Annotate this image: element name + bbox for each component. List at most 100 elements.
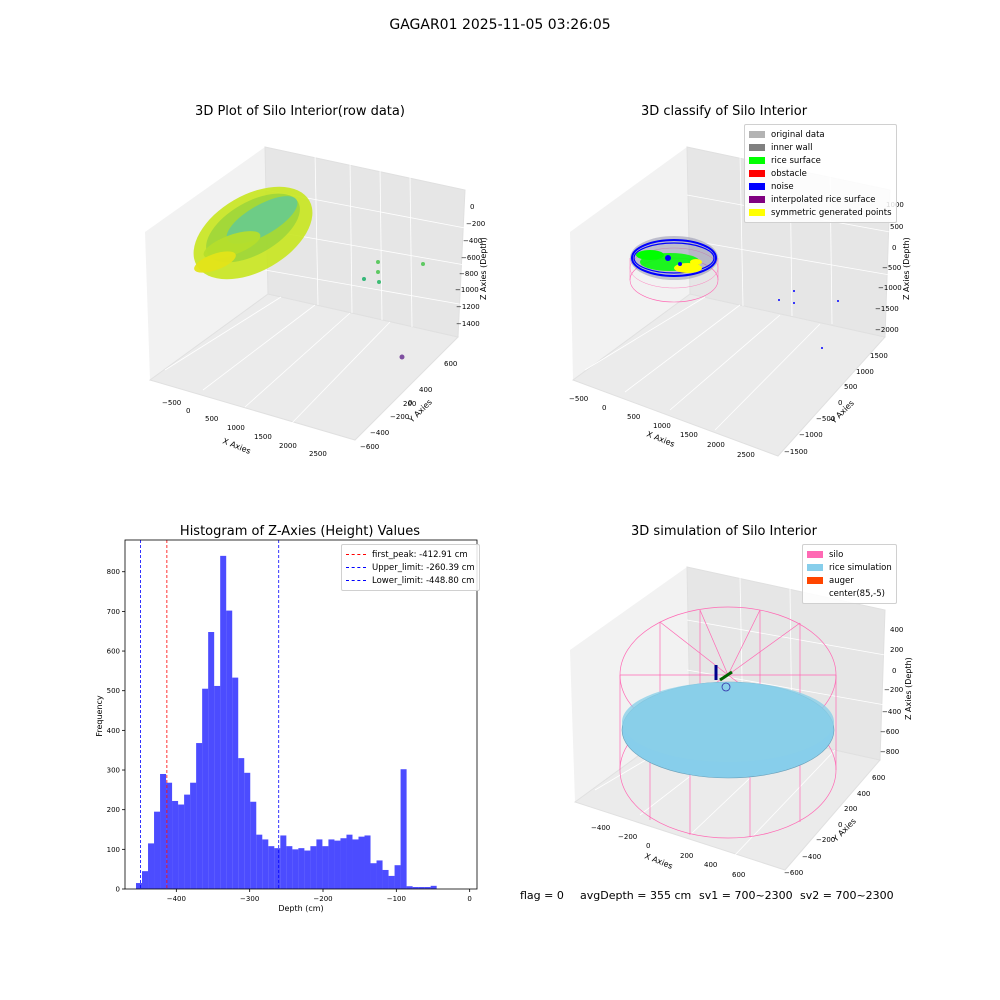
simulation-x-axis-label: X Axies [643, 852, 674, 871]
legend-swatch [807, 551, 823, 558]
histogram-y-axis-label: Frequency [95, 695, 104, 737]
histogram-bar [364, 835, 371, 889]
svg-text:−2000: −2000 [875, 326, 899, 334]
svg-text:400: 400 [890, 626, 903, 634]
svg-text:−1200: −1200 [456, 303, 480, 311]
legend-item-first-peak: first_peak: -412.91 cm [346, 548, 475, 561]
raw-x-axis-label: X Axies [221, 437, 252, 456]
histogram-bar [418, 887, 425, 889]
histogram-bar [256, 834, 263, 889]
histogram-title: Histogram of Z-Axies (Height) Values [179, 524, 421, 539]
svg-text:600: 600 [732, 871, 745, 879]
sv2-readout: sv2 = 700~2300 [800, 889, 894, 902]
svg-text:400: 400 [704, 861, 717, 869]
histogram-bar [202, 688, 209, 889]
svg-text:−200: −200 [618, 833, 637, 841]
legend-item-symmetric: symmetric generated points [749, 206, 892, 219]
svg-text:−600: −600 [784, 869, 803, 877]
classify-x-tick-labels: −500 0 500 1000 1500 2000 2500 [569, 395, 755, 459]
legend-item-lower-limit: Lower_limit: -448.80 cm [346, 574, 475, 587]
svg-text:400: 400 [857, 790, 870, 798]
svg-text:500: 500 [844, 383, 857, 391]
raw-grid [164, 151, 466, 426]
svg-text:0: 0 [186, 407, 190, 415]
svg-text:0: 0 [408, 399, 412, 407]
histogram-bar [244, 772, 251, 889]
histogram-bar [382, 869, 389, 889]
histogram-bar [136, 883, 143, 889]
legend-item-rice-surface: rice surface [749, 154, 892, 167]
svg-text:200: 200 [403, 400, 416, 408]
svg-text:0: 0 [470, 203, 474, 211]
raw-point-cloud [193, 186, 425, 360]
simulation-x-tick-labels: −400 −200 0 200 400 600 [591, 824, 745, 879]
auger-marker [714, 665, 733, 692]
classify-legend: original data inner wall rice surface ob… [744, 124, 897, 223]
histogram-bar [160, 773, 167, 889]
histogram-bar [220, 555, 227, 889]
legend-item-rice-simulation: rice simulation [807, 561, 892, 574]
y-tick-label: 200 [107, 806, 120, 814]
histogram-bar [280, 835, 287, 889]
legend-item-silo: silo [807, 548, 892, 561]
legend-line-swatch [346, 567, 366, 568]
histogram-bar [274, 848, 281, 889]
svg-text:−1000: −1000 [799, 431, 823, 439]
histogram-bar [346, 834, 353, 889]
histogram-bar [142, 871, 149, 889]
histogram-bar [172, 800, 179, 889]
svg-text:200: 200 [844, 805, 857, 813]
svg-text:1000: 1000 [856, 368, 874, 376]
histogram-bar [154, 811, 161, 889]
x-tick-label: −400 [167, 895, 186, 903]
legend-swatch [807, 590, 823, 597]
classify-plot-title: 3D classify of Silo Interior [640, 104, 808, 119]
histogram-bar [406, 886, 413, 889]
svg-text:−400: −400 [802, 853, 821, 861]
svg-text:−500: −500 [162, 399, 181, 407]
svg-text:0: 0 [892, 244, 896, 252]
legend-item-original-data: original data [749, 128, 892, 141]
svg-text:400: 400 [419, 386, 432, 394]
legend-item-noise: noise [749, 180, 892, 193]
svg-text:−1000: −1000 [455, 286, 479, 294]
histogram-bar [430, 885, 437, 889]
histogram-bar [370, 863, 377, 889]
svg-text:−200: −200 [466, 220, 485, 228]
svg-text:−400: −400 [591, 824, 610, 832]
svg-text:200: 200 [890, 646, 903, 654]
svg-text:1000: 1000 [653, 422, 671, 430]
raw-z-tick-labels: 0 −200 −400 −600 −800 −1000 −1200 −1400 [455, 203, 485, 328]
y-tick-label: 0 [116, 886, 120, 894]
histogram-legend: first_peak: -412.91 cm Upper_limit: -260… [341, 544, 480, 591]
histogram-bar [208, 632, 215, 889]
y-tick-label: 500 [107, 687, 120, 695]
svg-text:2500: 2500 [737, 451, 755, 459]
raw-plot-title: 3D Plot of Silo Interior(row data) [195, 104, 405, 119]
legend-swatch [749, 183, 765, 190]
flag-readout: flag = 0 [520, 889, 564, 902]
legend-item-center: center(85,-5) [807, 587, 892, 600]
raw-z-axis-label: Z Axies (Depth) [479, 237, 488, 300]
figure-title: GAGAR01 2025-11-05 03:26:05 [389, 17, 611, 33]
svg-text:−600: −600 [360, 443, 379, 451]
svg-text:−600: −600 [461, 254, 480, 262]
histogram-bar [262, 839, 269, 889]
histogram-bar [148, 843, 155, 889]
histogram-bar [400, 769, 407, 889]
x-tick-label: −200 [313, 895, 332, 903]
simulation-z-axis-label: Z Axies (Depth) [904, 657, 913, 720]
y-tick-label: 600 [107, 648, 120, 656]
histogram-bar [184, 794, 191, 889]
svg-text:600: 600 [444, 360, 457, 368]
histogram-bar [340, 838, 347, 889]
legend-swatch [749, 170, 765, 177]
x-tick-label: 0 [467, 895, 471, 903]
histogram-bar [376, 860, 383, 889]
sv1-readout: sv1 = 700~2300 [699, 889, 793, 902]
legend-item-obstacle: obstacle [749, 167, 892, 180]
svg-text:−800: −800 [459, 270, 478, 278]
